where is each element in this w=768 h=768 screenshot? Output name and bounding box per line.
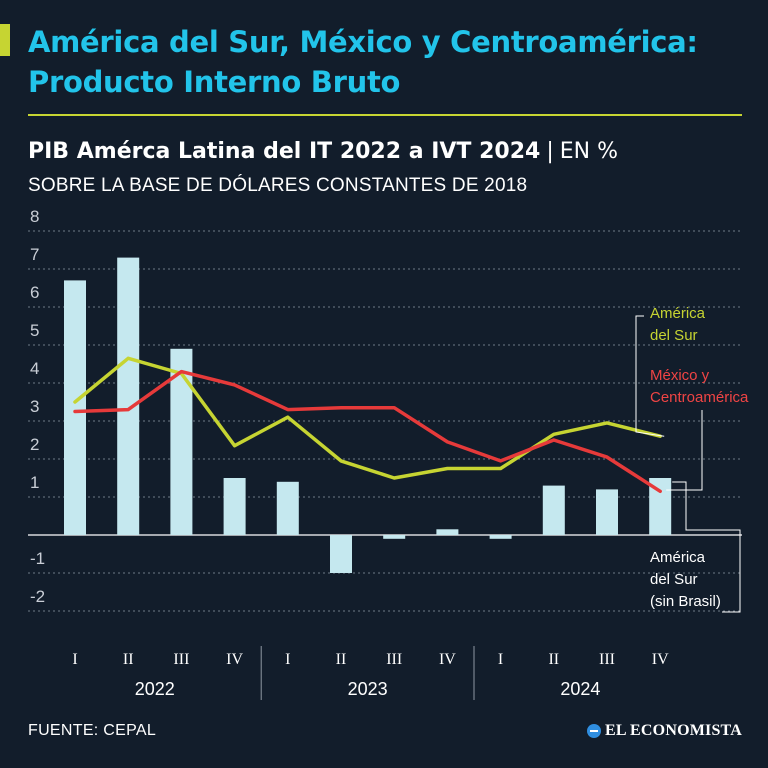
bar [64,280,86,535]
x-tick-label: IV [652,651,669,668]
bar [436,529,459,535]
chart-subtitle-separator: | [546,139,554,164]
year-label: 2024 [560,679,600,699]
x-tick-label: I [285,651,290,668]
y-tick-label: 6 [30,283,39,302]
y-tick-label: 8 [30,207,39,226]
accent-bar [0,24,10,56]
brand-logo: EL ECONOMISTA [587,722,742,740]
label-south-america-ex-brazil: América del Sur (sin Brasil) [650,549,721,610]
y-tick-label: 2 [30,435,39,454]
year-label: 2022 [135,679,175,699]
x-tick-label: III [386,651,402,668]
bar [542,485,565,535]
bar [223,478,246,535]
y-tick-label: -1 [30,549,45,568]
chart-subtitle: PIB Amérca Latina del IT 2022 a IVT 2024… [28,138,618,166]
brand-icon [587,724,601,738]
bar-layer [64,257,672,573]
bar [489,535,512,539]
bar [117,257,140,535]
x-tick-label: I [72,651,77,668]
chart-subtitle-main: PIB Amérca Latina del IT 2022 a IVT 2024 [28,139,541,164]
x-tick-label: II [123,651,134,668]
y-tick-label: 4 [30,359,39,378]
bar [596,489,618,535]
chart-subtitle-secondary: SOBRE LA BASE DE DÓLARES CONSTANTES DE 2… [28,175,528,196]
bar [276,481,299,535]
year-label: 2023 [348,679,388,699]
leader-line [635,315,665,437]
chart-subtitle-unit: EN % [559,139,619,164]
x-tick-label: II [336,651,347,668]
series-line [73,356,662,480]
line-layer [73,356,662,494]
x-tick-label: IV [226,651,243,668]
label-mexico: México y Centroamérica [650,367,749,406]
bar [330,535,352,573]
page-title: América del Sur, México y Centroamérica:… [28,25,698,99]
leader-line [666,410,703,491]
source-note: FUENTE: CEPAL [28,722,157,739]
x-tick-label: I [498,651,503,668]
label-south-america: América del Sur [650,305,706,344]
y-tick-label: 3 [30,397,39,416]
label-layer: América del Sur México y Centroamérica Améri… [635,305,749,613]
series-line [73,369,662,494]
y-tick-label: 5 [30,321,39,340]
y-tick-label: -2 [30,587,45,606]
x-tick-label: III [173,651,189,668]
bar [383,535,406,539]
y-tick-label: 7 [30,245,39,264]
bar [170,348,193,535]
y-tick-label: 1 [30,473,39,492]
x-tick-label: III [599,651,615,668]
x-tick-label: IV [439,651,456,668]
title-rule [28,114,742,116]
x-tick-label: II [548,651,559,668]
brand-name: EL ECONOMISTA [605,722,742,739]
leader-line [672,481,741,613]
bar [649,478,672,535]
